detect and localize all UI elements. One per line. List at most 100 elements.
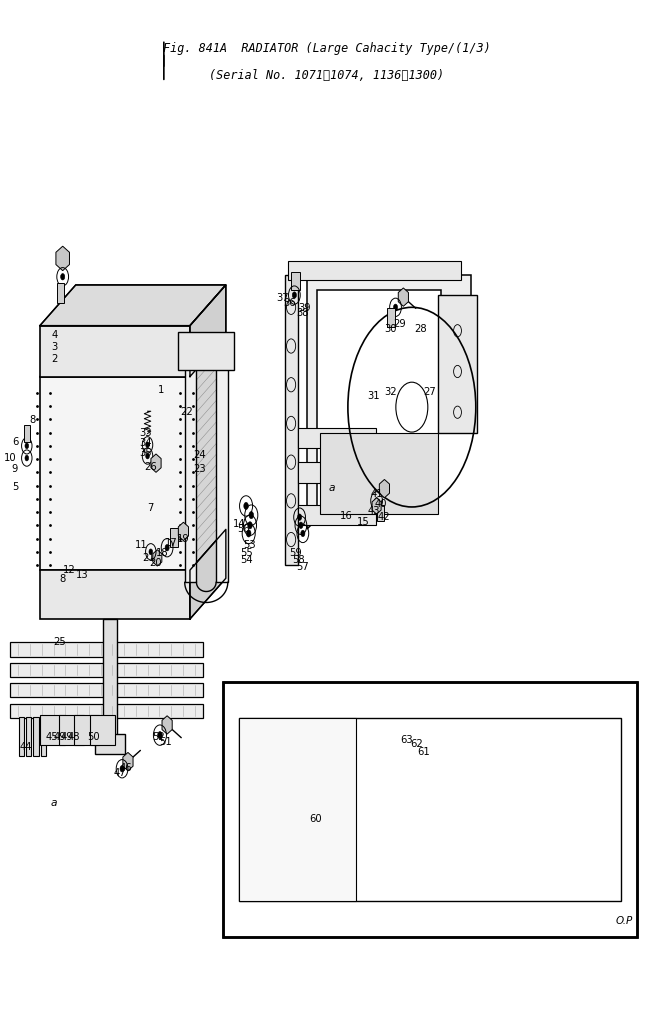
- Text: 29: 29: [394, 318, 407, 328]
- Text: 9: 9: [12, 464, 18, 474]
- Text: 45: 45: [45, 732, 58, 742]
- Polygon shape: [190, 530, 226, 620]
- Text: 30: 30: [384, 323, 396, 333]
- Bar: [19, 717, 24, 756]
- Text: 56: 56: [237, 524, 250, 534]
- Bar: [222, 683, 637, 936]
- Text: 46: 46: [120, 762, 132, 772]
- Text: 8: 8: [60, 574, 66, 584]
- Text: 28: 28: [414, 323, 426, 333]
- Bar: [184, 363, 196, 583]
- Text: 18: 18: [156, 547, 169, 557]
- Text: 26: 26: [145, 462, 157, 472]
- Text: 38: 38: [296, 308, 309, 318]
- Text: 51: 51: [159, 737, 171, 747]
- Bar: [40, 377, 190, 571]
- Circle shape: [298, 515, 301, 521]
- Circle shape: [158, 732, 162, 739]
- Text: 4: 4: [51, 329, 58, 339]
- Bar: [377, 506, 384, 521]
- Circle shape: [25, 455, 29, 462]
- Text: 6: 6: [12, 436, 18, 446]
- Text: 49: 49: [53, 732, 66, 742]
- Text: 43: 43: [368, 505, 380, 516]
- Bar: [178, 332, 233, 371]
- Text: 7: 7: [148, 502, 154, 513]
- Polygon shape: [190, 336, 226, 571]
- Text: 1: 1: [158, 384, 164, 394]
- Bar: [41, 717, 46, 756]
- Text: 44: 44: [19, 742, 32, 752]
- Text: 22: 22: [181, 407, 193, 417]
- Text: 32: 32: [384, 386, 396, 396]
- Polygon shape: [190, 285, 226, 377]
- Text: Fig. 841A  RADIATOR (Large Cahacity Type/(1/3): Fig. 841A RADIATOR (Large Cahacity Type/…: [163, 42, 491, 55]
- Text: 50: 50: [87, 732, 99, 742]
- Bar: [58, 283, 64, 304]
- Text: 39: 39: [298, 303, 311, 313]
- Text: 41: 41: [371, 488, 383, 498]
- Circle shape: [292, 292, 296, 299]
- Text: 52: 52: [152, 732, 165, 742]
- Circle shape: [248, 522, 252, 529]
- Circle shape: [244, 503, 249, 510]
- Text: O.P: O.P: [615, 915, 632, 924]
- Text: 25: 25: [53, 637, 66, 647]
- Polygon shape: [179, 523, 188, 541]
- Text: 55: 55: [241, 547, 253, 557]
- Bar: [40, 715, 65, 746]
- Polygon shape: [398, 288, 409, 307]
- Bar: [222, 683, 637, 936]
- Bar: [170, 529, 177, 547]
- Circle shape: [25, 443, 29, 449]
- Text: 62: 62: [410, 739, 422, 749]
- Text: 47: 47: [113, 767, 126, 777]
- Text: 57: 57: [296, 561, 309, 572]
- Text: 31: 31: [368, 390, 380, 400]
- Polygon shape: [151, 454, 161, 473]
- Text: 53: 53: [244, 539, 256, 549]
- Text: 63: 63: [400, 735, 413, 745]
- Polygon shape: [162, 716, 172, 735]
- Bar: [284, 275, 298, 566]
- Polygon shape: [123, 753, 133, 771]
- Text: 61: 61: [417, 747, 430, 757]
- Bar: [10, 643, 203, 657]
- Text: 5: 5: [12, 481, 18, 491]
- Bar: [10, 704, 203, 718]
- Text: 16: 16: [340, 511, 353, 521]
- Text: a: a: [328, 482, 335, 492]
- Circle shape: [120, 766, 124, 772]
- Polygon shape: [379, 480, 390, 498]
- Text: 60: 60: [309, 813, 322, 822]
- Text: 59: 59: [289, 547, 302, 557]
- Circle shape: [149, 549, 152, 555]
- Text: 35: 35: [139, 447, 152, 458]
- Polygon shape: [153, 550, 162, 567]
- Text: 2: 2: [51, 354, 58, 364]
- Text: 48: 48: [67, 732, 80, 742]
- Bar: [10, 663, 203, 678]
- Bar: [33, 717, 39, 756]
- Text: 21: 21: [142, 552, 154, 562]
- Text: 27: 27: [424, 386, 436, 396]
- Polygon shape: [40, 285, 226, 326]
- Circle shape: [394, 305, 398, 311]
- Polygon shape: [307, 275, 471, 530]
- Polygon shape: [56, 247, 69, 271]
- Text: 37: 37: [276, 292, 289, 303]
- Text: 20: 20: [149, 557, 162, 568]
- Bar: [103, 620, 117, 737]
- Polygon shape: [404, 728, 413, 744]
- Circle shape: [375, 498, 379, 504]
- Text: 34: 34: [139, 437, 152, 447]
- Text: 36: 36: [283, 298, 296, 308]
- Text: 24: 24: [194, 449, 206, 460]
- Circle shape: [299, 523, 303, 529]
- Text: (Serial No. 1071～1074, 1136～1300): (Serial No. 1071～1074, 1136～1300): [209, 68, 445, 82]
- Text: 15: 15: [357, 517, 370, 527]
- Text: 3: 3: [51, 341, 58, 352]
- Text: 12: 12: [63, 565, 76, 575]
- Bar: [239, 718, 621, 901]
- Bar: [239, 718, 356, 901]
